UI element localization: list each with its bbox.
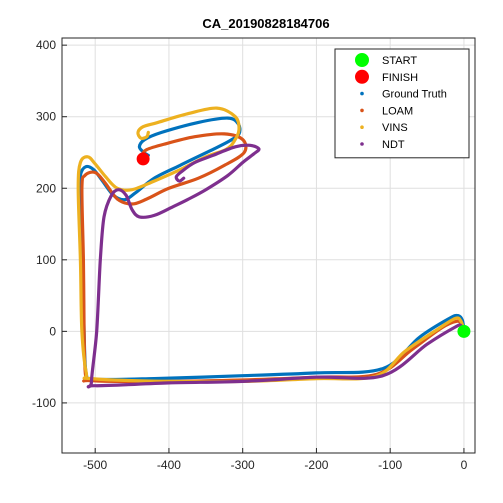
legend-label-start: START (382, 55, 417, 67)
y-tick-label: -100 (32, 396, 56, 410)
x-tick-label: -400 (157, 458, 181, 472)
series-line-ground-truth (78, 116, 466, 382)
legend-swatch-loam (360, 108, 364, 113)
legend-box (334, 48, 470, 159)
x-tick-label: -200 (304, 458, 328, 472)
y-tick-label: 0 (49, 324, 56, 338)
series-layer (76, 106, 466, 389)
finish-marker (136, 152, 150, 166)
y-tick-label: 100 (36, 253, 56, 267)
x-tick-label: -300 (231, 458, 255, 472)
axes-box (61, 37, 476, 454)
x-tick-label: -100 (378, 458, 402, 472)
x-tick-label: -500 (83, 458, 107, 472)
y-tick-label: 200 (36, 181, 56, 195)
legend-label-vins: VINS (382, 122, 408, 134)
legend-label-loam: LOAM (382, 105, 413, 117)
start-marker (457, 324, 471, 338)
x-tick-label: 0 (461, 458, 468, 472)
legend: START FINISH Ground Truth LOAM VINS NDT (334, 48, 470, 159)
legend-swatch-start (355, 53, 369, 67)
y-tick-label: 400 (36, 38, 56, 52)
legend-swatch-vins (360, 125, 364, 129)
legend-swatch-finish (355, 69, 369, 84)
marker-layer (136, 152, 471, 338)
legend-label-ground-truth: Ground Truth (382, 89, 447, 101)
chart-title: CA_20190828184706 (202, 16, 329, 31)
ticks: -500 -400 -300 -200 -100 0 -100 0 100 200 300 400 (32, 38, 468, 472)
legend-swatch-ndt (360, 142, 364, 146)
y-tick-label: 300 (36, 110, 56, 124)
legend-label-ndt: NDT (382, 139, 405, 151)
legend-swatch-ground-truth (360, 91, 364, 96)
legend-label-finish: FINISH (382, 72, 418, 84)
series-line-ndt (86, 143, 466, 389)
